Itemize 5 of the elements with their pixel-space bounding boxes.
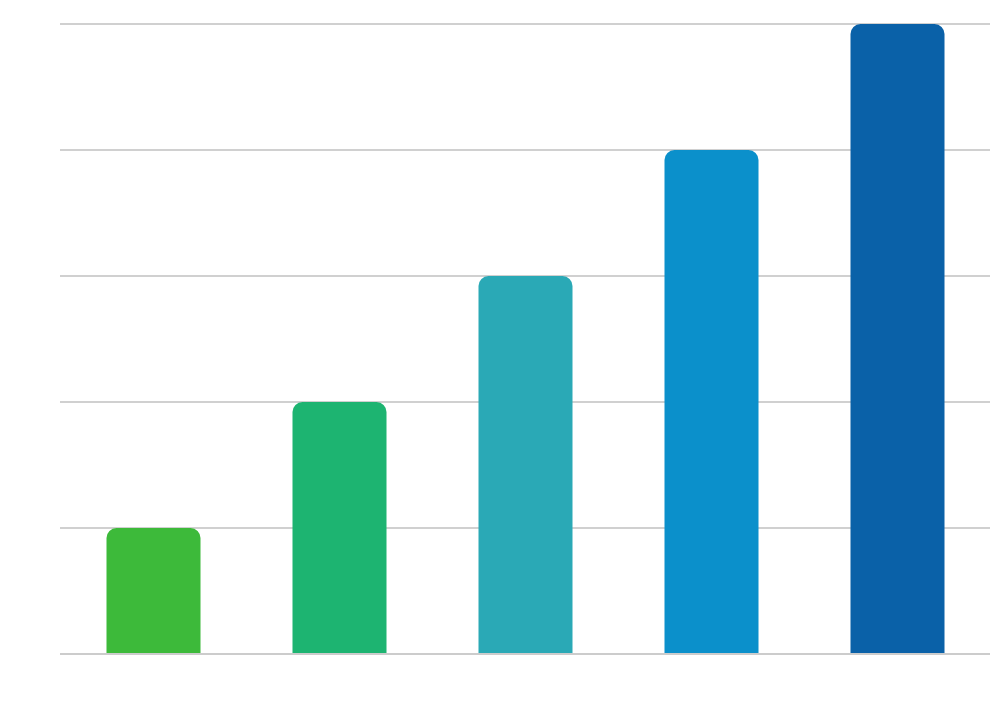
bar — [850, 24, 945, 654]
bar — [106, 528, 201, 654]
bar — [664, 150, 759, 654]
bar — [292, 402, 387, 654]
bar — [478, 276, 573, 654]
